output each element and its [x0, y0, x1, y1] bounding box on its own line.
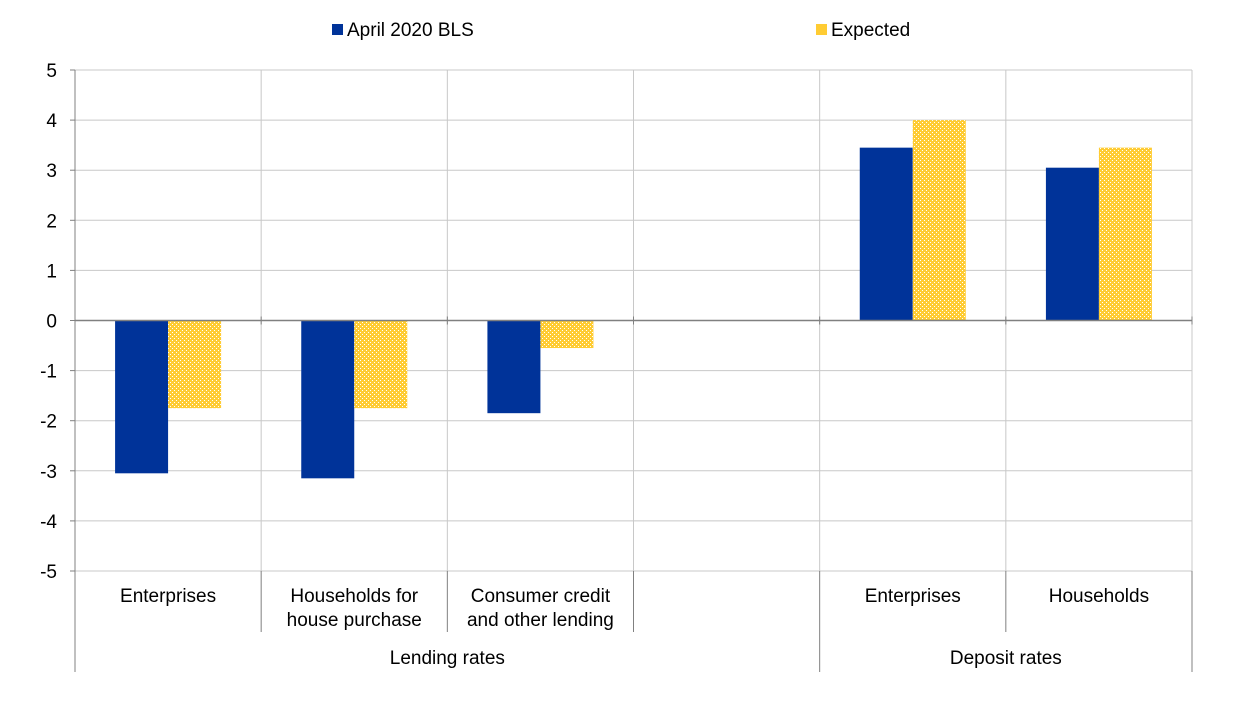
y-tick-label: 2	[46, 211, 57, 232]
y-tick-label: -4	[40, 512, 57, 533]
category-label: Households for	[290, 586, 418, 607]
bar-expected	[168, 320, 222, 409]
category-label: Households	[1049, 586, 1149, 607]
bar-april-2020-bls	[1045, 167, 1099, 321]
y-tick-label: -1	[40, 362, 57, 383]
legend-label-april-2020-bls: April 2020 BLS	[347, 20, 474, 41]
y-tick-label: -2	[40, 412, 57, 433]
legend-label-expected: Expected	[831, 20, 911, 41]
bar-expected	[354, 320, 408, 409]
category-label: Enterprises	[865, 586, 961, 607]
group-label: Deposit rates	[950, 648, 1062, 669]
y-tick-label: -3	[40, 462, 57, 483]
bar-expected	[1098, 147, 1152, 321]
bar-april-2020-bls	[859, 147, 913, 321]
legend-item-expected: Expected	[816, 20, 910, 42]
y-tick-label: 1	[46, 261, 57, 282]
y-tick-label: 3	[46, 161, 57, 182]
y-tick-label: -5	[40, 562, 57, 583]
y-tick-label: 5	[46, 61, 57, 82]
category-label: and other lending	[467, 610, 614, 631]
category-label: Enterprises	[120, 586, 216, 607]
group-label: Lending rates	[390, 648, 505, 669]
y-tick-label: 0	[46, 312, 57, 333]
bar-april-2020-bls	[115, 320, 169, 474]
bar-expected	[912, 120, 966, 321]
bar-april-2020-bls	[301, 320, 355, 479]
legend-item-april-2020-bls: April 2020 BLS	[332, 20, 474, 42]
category-label: Consumer credit	[471, 586, 611, 607]
category-label: house purchase	[287, 610, 422, 631]
y-tick-label: 4	[46, 111, 57, 132]
bar-april-2020-bls	[487, 320, 541, 414]
bar-expected	[540, 320, 594, 349]
legend-swatch-april-2020-bls	[332, 24, 343, 35]
legend-swatch-expected	[816, 24, 827, 35]
